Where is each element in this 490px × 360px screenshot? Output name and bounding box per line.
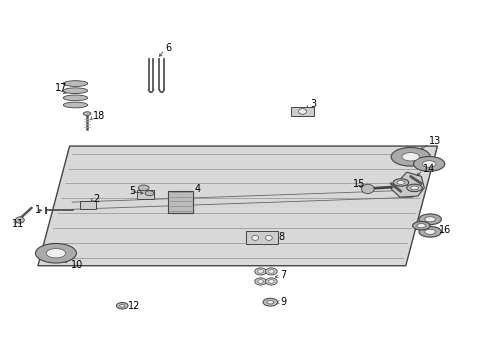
Ellipse shape [116, 302, 128, 309]
Text: 14: 14 [423, 163, 436, 174]
Ellipse shape [425, 217, 436, 222]
Ellipse shape [63, 95, 88, 101]
Ellipse shape [425, 229, 436, 234]
Ellipse shape [411, 186, 418, 190]
Text: 11: 11 [12, 219, 24, 229]
Text: 5: 5 [129, 186, 135, 196]
Polygon shape [391, 172, 424, 197]
Text: 4: 4 [195, 184, 200, 194]
Ellipse shape [267, 300, 274, 304]
Text: 9: 9 [280, 297, 286, 307]
Text: 7: 7 [280, 270, 286, 280]
Bar [246, 231, 278, 244]
Ellipse shape [393, 179, 409, 186]
Ellipse shape [35, 243, 76, 263]
Bar [80, 201, 96, 208]
Text: 1: 1 [34, 205, 41, 215]
Circle shape [16, 217, 24, 223]
Text: 3: 3 [310, 99, 317, 109]
Ellipse shape [83, 112, 91, 115]
Bar [168, 191, 194, 213]
Ellipse shape [46, 249, 66, 258]
Text: 15: 15 [353, 179, 366, 189]
Text: 13: 13 [429, 136, 441, 147]
Ellipse shape [258, 270, 264, 273]
Ellipse shape [63, 88, 88, 94]
Ellipse shape [391, 148, 430, 166]
Ellipse shape [414, 157, 445, 171]
Text: 6: 6 [165, 43, 171, 53]
Ellipse shape [407, 184, 422, 192]
Ellipse shape [63, 102, 88, 108]
Ellipse shape [120, 304, 124, 307]
Bar [137, 190, 154, 199]
Ellipse shape [397, 181, 405, 184]
Text: 17: 17 [55, 83, 67, 93]
Text: 2: 2 [93, 194, 99, 203]
Ellipse shape [258, 280, 264, 283]
Text: 16: 16 [439, 225, 451, 235]
Ellipse shape [255, 278, 267, 285]
Ellipse shape [145, 191, 154, 196]
Text: 8: 8 [278, 232, 284, 242]
Ellipse shape [266, 268, 277, 275]
Text: 12: 12 [128, 301, 141, 311]
Text: 18: 18 [93, 111, 105, 121]
Circle shape [362, 184, 374, 194]
Polygon shape [38, 146, 438, 266]
Circle shape [252, 235, 259, 240]
Ellipse shape [402, 153, 419, 161]
Ellipse shape [422, 161, 436, 167]
Ellipse shape [138, 185, 149, 191]
Bar [291, 108, 314, 116]
Circle shape [298, 109, 306, 114]
Text: 10: 10 [71, 260, 83, 270]
Ellipse shape [63, 81, 88, 86]
Ellipse shape [269, 280, 274, 283]
Ellipse shape [255, 268, 267, 275]
Ellipse shape [417, 224, 426, 228]
Ellipse shape [263, 298, 278, 306]
Ellipse shape [269, 270, 274, 273]
Ellipse shape [419, 214, 441, 225]
Ellipse shape [266, 278, 277, 285]
Ellipse shape [413, 221, 430, 230]
Circle shape [266, 235, 272, 240]
Ellipse shape [419, 226, 441, 237]
